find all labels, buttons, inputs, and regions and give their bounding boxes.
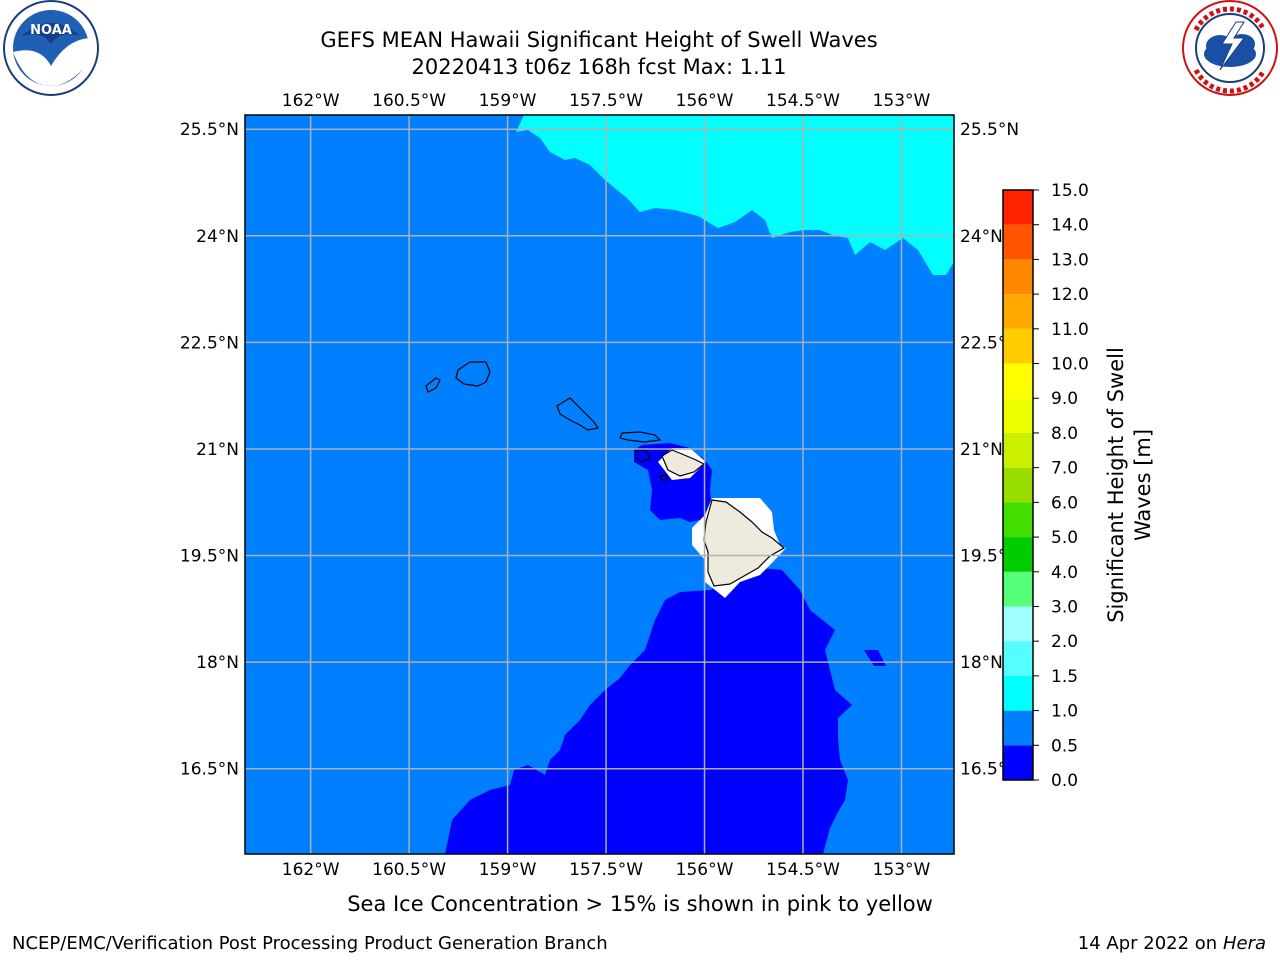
- map-gridlines: [245, 115, 954, 854]
- colorbar-tick-label: 2.0: [1051, 632, 1078, 652]
- colorbar-segment: [1003, 571, 1033, 607]
- colorbar-segment: [1003, 190, 1033, 225]
- footer-date: 14 Apr 2022 on Hera: [1078, 933, 1266, 954]
- colorbar-tick-label: 0.0: [1051, 771, 1078, 791]
- footer-date-text: 14 Apr 2022 on: [1078, 933, 1217, 954]
- lat-tick-label-left: 18°N: [196, 653, 239, 673]
- island-hawaii: [703, 499, 786, 587]
- colorbar-tick-label: 6.0: [1051, 493, 1078, 513]
- lon-tick-label-bottom: 162°W: [282, 860, 340, 880]
- colorbar-tick-label: 4.0: [1051, 563, 1078, 583]
- colorbar-segment: [1003, 294, 1033, 329]
- colorbar: 0.0 0.5 1.0 1.5 2.0 3.0 4.0 5.0 6.0 7.0 8.0 9.0 10.0…: [1002, 181, 1089, 791]
- colorbar-segment: [1003, 606, 1033, 642]
- colorbar-label-line1: Significant Height of Swell: [1104, 347, 1128, 623]
- lon-tick-label-bottom: 156°W: [676, 860, 734, 880]
- colorbar-label-line2: Waves [m]: [1131, 429, 1155, 541]
- colorbar-segment: [1003, 432, 1033, 468]
- colorbar-segment: [1003, 398, 1033, 433]
- colorbar-segment: [1003, 641, 1033, 676]
- colorbar-segment: [1003, 224, 1033, 260]
- colorbar-tick-label: 3.0: [1051, 597, 1078, 617]
- footer-branch: NCEP/EMC/Verification Post Processing Pr…: [12, 933, 608, 954]
- colorbar-segment: [1003, 328, 1033, 364]
- lat-tick-label-left: 16.5°N: [180, 760, 239, 780]
- colorbar-frame: [1002, 189, 1034, 781]
- swell-region-0.0-0.5-south: [445, 568, 852, 854]
- colorbar-segment: [1003, 259, 1033, 295]
- lat-tick-label-right: 18°N: [960, 653, 1003, 673]
- lon-tick-label-top: 153°W: [873, 91, 931, 111]
- colorbar-tick-label: 9.0: [1051, 389, 1078, 409]
- island-kauai: [455, 361, 491, 387]
- island-lanai: [635, 449, 651, 463]
- nws-logo: [1182, 0, 1278, 96]
- colorbar-tick-label: 0.5: [1051, 736, 1078, 756]
- lat-tick-label-left: 25.5°N: [180, 120, 239, 140]
- colorbar-tick-label: 12.0: [1051, 285, 1089, 305]
- lon-tick-label-bottom: 154.5°W: [766, 860, 840, 880]
- noaa-logo: NOAA: [3, 0, 99, 96]
- chart-title-line2: 20220413 t06z 168h fcst Max: 1.11: [411, 55, 787, 79]
- colorbar-segment: [1003, 467, 1033, 503]
- colorbar-tick-label: 11.0: [1051, 320, 1089, 340]
- lat-tick-label-left: 22.5°N: [180, 333, 239, 353]
- lat-tick-label-left: 24°N: [196, 227, 239, 247]
- colorbar-tick-label: 14.0: [1051, 216, 1089, 236]
- lon-tick-label-top: 156°W: [676, 91, 734, 111]
- colorbar-tick-label: 7.0: [1051, 459, 1078, 479]
- island-niihau: [425, 377, 441, 393]
- colorbar-tick-label: 5.0: [1051, 528, 1078, 548]
- colorbar-segment: [1003, 502, 1033, 538]
- lat-tick-label-right: 21°N: [960, 440, 1003, 460]
- lon-tick-label-bottom: 160.5°W: [372, 860, 446, 880]
- footer-host: Hera: [1223, 933, 1266, 954]
- colorbar-segment: [1003, 363, 1033, 399]
- colorbar-segment: [1003, 537, 1033, 572]
- lon-tick-label-bottom: 159°W: [479, 860, 537, 880]
- island-molokai: [619, 431, 662, 443]
- lon-tick-label-bottom: 153°W: [873, 860, 931, 880]
- hawaii-islands: [425, 361, 786, 587]
- lat-tick-label-left: 19.5°N: [180, 547, 239, 567]
- lon-tick-label-top: 162°W: [282, 91, 340, 111]
- map-tick-labels: 162°W 162°W 160.5°W 160.5°W 159°W 159°W 157.5°…: [180, 91, 1019, 880]
- colorbar-segment: [1003, 710, 1033, 746]
- colorbar-tick-label: 13.0: [1051, 250, 1089, 270]
- colorbar-tick-label: 10.0: [1051, 355, 1089, 375]
- lat-tick-label-right: 24°N: [960, 227, 1003, 247]
- lon-tick-label-top: 157.5°W: [569, 91, 643, 111]
- swell-region-1.0-1.5: [516, 115, 954, 275]
- island-oahu: [556, 397, 599, 431]
- island-kahoolawe: [659, 474, 669, 481]
- lat-tick-label-right: 25.5°N: [960, 120, 1019, 140]
- lon-tick-label-bottom: 157.5°W: [569, 860, 643, 880]
- lon-tick-label-top: 160.5°W: [372, 91, 446, 111]
- lon-tick-label-top: 154.5°W: [766, 91, 840, 111]
- lon-tick-label-top: 159°W: [479, 91, 537, 111]
- colorbar-tick-label: 1.5: [1051, 667, 1078, 687]
- colorbar-tick-label: 8.0: [1051, 424, 1078, 444]
- lat-tick-label-left: 21°N: [196, 440, 239, 460]
- chart-title-line1: GEFS MEAN Hawaii Significant Height of S…: [320, 28, 878, 52]
- colorbar-segment: [1003, 675, 1033, 711]
- colorbar-tick-label: 15.0: [1051, 181, 1089, 201]
- colorbar-tick-label: 1.0: [1051, 702, 1078, 722]
- sea-ice-note: Sea Ice Concentration > 15% is shown in …: [347, 892, 933, 916]
- colorbar-segment: [1003, 745, 1033, 780]
- map-frame: [244, 114, 955, 855]
- noaa-logo-text: NOAA: [30, 23, 72, 38]
